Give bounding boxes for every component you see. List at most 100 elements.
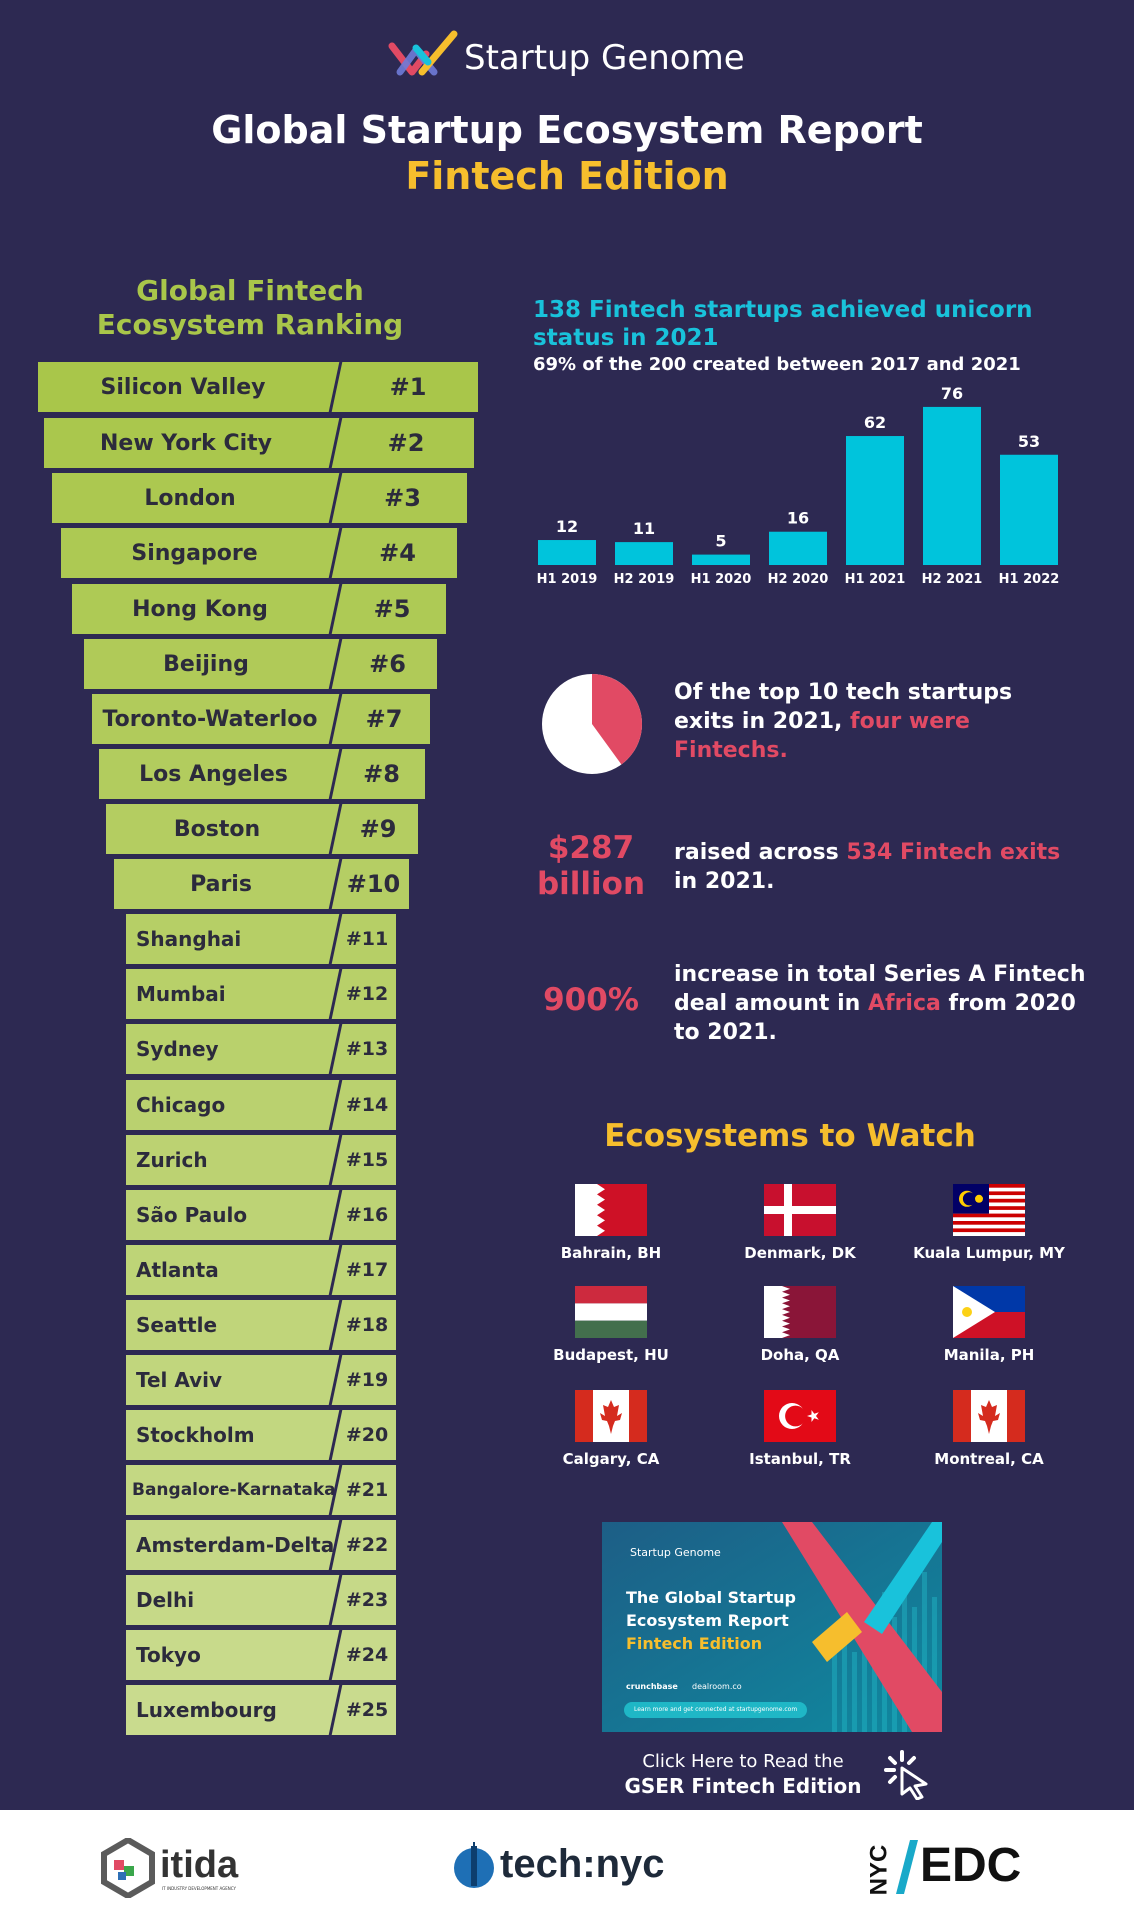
ranking-row: London #3 [52,473,467,523]
ecosystem-label: Budapest, HU [553,1346,669,1364]
ranking-row: Luxembourg #25 [126,1685,396,1735]
ranking-row: Shanghai #11 [126,914,396,964]
page-title: Global Startup Ecosystem Report [211,108,923,152]
exits-stat-text: Of the top 10 tech startups exits in 202… [674,680,1013,734]
hungary-flag-icon [575,1286,647,1338]
ranking-row: Bangalore-Karnataka #21 [126,1465,396,1515]
report-title: The Global Startup Ecosystem Report Fint… [626,1586,796,1655]
report-brand: Startup Genome [630,1546,721,1559]
ranking-name: Los Angeles [139,761,288,787]
technyc-wordmark: tech:nyc [500,1842,665,1886]
ecosystem-label: Manila, PH [943,1346,1035,1364]
ranking-number: #25 [345,1699,389,1721]
chart-category-label: H1 2020 [691,572,752,587]
brand-name: Startup Genome [464,38,745,78]
chart-bar [538,540,596,565]
chart-category-label: H1 2022 [999,572,1060,587]
ranking-name: Tokyo [136,1643,201,1667]
nyc-wordmark: NYC [865,1844,893,1896]
ranking-row: Singapore #4 [61,528,457,578]
series-a-stat: increase in total Series A Fintech deal … [674,960,1094,1047]
ranking-name: Hong Kong [132,596,268,622]
ranking-row: New York City #2 [44,418,474,468]
ranking-row: Los Angeles #8 [99,749,425,799]
read-report-link[interactable]: Click Here to Read the GSER Fintech Edit… [560,1750,926,1800]
raised-stat-tail: in 2021. [674,869,775,894]
page-subtitle: Fintech Edition [405,154,729,198]
ranking-row: Zurich #15 [126,1135,396,1185]
ranking-number: #5 [373,595,411,623]
ecosystem-label: Denmark, DK [744,1244,856,1262]
chart-value-label: 62 [864,413,886,432]
ranking-number: #1 [389,373,427,401]
raised-stat-text: raised across [674,840,847,865]
ecosystem-kuala-lumpur: Kuala Lumpur, MY [894,1184,1084,1262]
ecosystem-montreal: Montreal, CA [894,1390,1084,1468]
edc-slash-icon [896,1840,918,1894]
ranking-number: #12 [345,983,389,1005]
ranking-name: Mumbai [136,982,226,1006]
report-cover-link[interactable]: Startup Genome The Global Startup Ecosys… [602,1522,942,1732]
ranking-number: #15 [345,1149,389,1171]
ranking-row: Toronto-Waterloo #7 [92,694,430,744]
chart-bar [923,406,981,565]
ecosystem-label: Doha, QA [760,1346,840,1364]
technyc-building-icon [454,1842,494,1888]
ecosystem-label: Istanbul, TR [749,1450,851,1468]
ranking-number: #6 [369,650,406,678]
ranking-row: Stockholm #20 [126,1410,396,1460]
ranking-row: Atlanta #17 [126,1245,396,1295]
chart-value-label: 16 [787,509,809,528]
ranking-number: #4 [379,539,416,567]
ecosystem-istanbul: Istanbul, TR [705,1390,895,1468]
chart-category-label: H2 2021 [922,572,983,587]
startup-genome-logo-icon [388,30,458,76]
ranking-name: Shanghai [136,927,242,951]
ranking-row: Paris #10 [114,859,409,909]
ranking-row: Amsterdam-Delta #22 [126,1520,396,1570]
ranking-row: Sydney #13 [126,1024,396,1074]
ranking-row: São Paulo #16 [126,1190,396,1240]
ranking-name: Stockholm [136,1423,255,1447]
ranking-row: Tokyo #24 [126,1630,396,1680]
ranking-name: Boston [173,816,261,842]
ranking-name: Sydney [136,1037,219,1061]
ranking-row: Tel Aviv #19 [126,1355,396,1405]
chart-bar [615,542,673,565]
ranking-number: #7 [365,705,403,733]
report-partner-crunchbase: crunchbase [626,1682,678,1691]
denmark-flag-icon [764,1184,836,1236]
ranking-heading: Global Fintech Ecosystem Ranking [96,274,404,341]
ranking-number: #8 [363,760,400,788]
itida-wordmark: itida [160,1844,239,1886]
ranking-number: #3 [384,484,421,512]
pie-fintech-slice [592,674,642,765]
ecosystem-label: Kuala Lumpur, MY [913,1244,1065,1262]
ranking-name: Chicago [136,1093,226,1117]
raised-amount-value: $287 [547,830,635,866]
ranking-name: Paris [190,871,252,897]
ranking-number: #23 [345,1589,389,1611]
chart-value-label: 53 [1018,432,1040,451]
click-cursor-icon [884,1750,928,1800]
ranking-name: Atlanta [136,1258,219,1282]
chart-category-label: H2 2020 [768,572,829,587]
ranking-row: Silicon Valley #1 [38,362,478,412]
raised-amount-unit: billion [536,866,646,902]
ranking-number: #16 [345,1204,389,1226]
chart-category-label: H2 2019 [614,572,675,587]
chart-bar [692,554,750,565]
ranking-name: New York City [99,430,273,456]
ranking-row: Beijing #6 [84,639,437,689]
unicorn-bar-chart: 12 H1 2019 11 H2 2019 5 H1 2020 16 H2 2020 62 H1 … [537,384,1060,587]
canada-flag-icon [575,1390,647,1442]
chart-value-label: 5 [715,532,726,551]
report-title-line: Ecosystem Report [626,1611,789,1630]
startup-genome-logo: Startup Genome [386,28,766,90]
ranking-number: #10 [346,870,401,898]
ranking-name: Delhi [136,1588,195,1612]
chart-value-label: 12 [556,517,578,536]
ranking-number: #11 [345,928,389,950]
ranking-number: #21 [345,1479,389,1501]
series-a-stat-text: increase in total Series A Fintech deal … [674,962,1086,1016]
